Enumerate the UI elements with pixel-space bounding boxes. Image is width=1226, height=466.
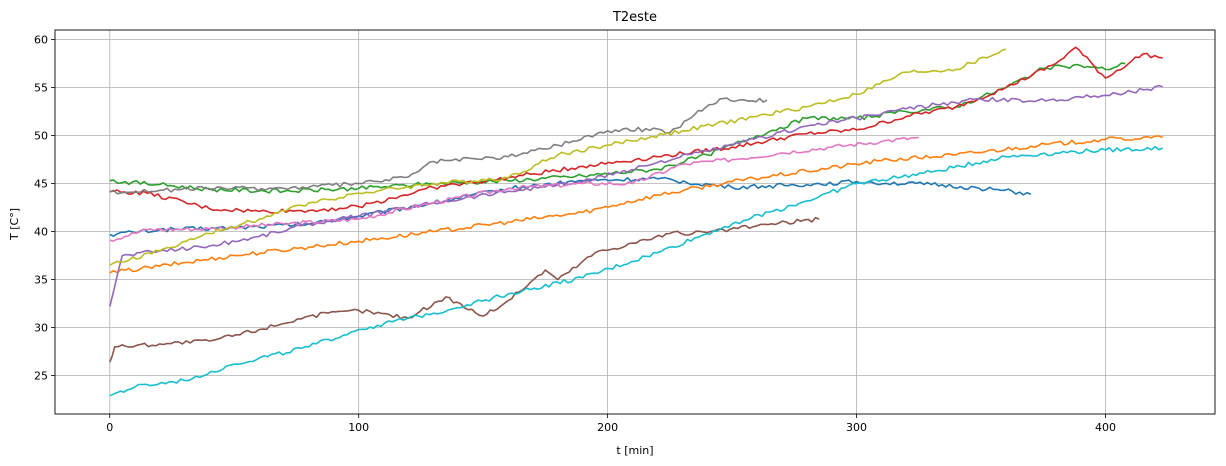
series-line-6 bbox=[109, 216, 820, 363]
x-tick-label: 200 bbox=[597, 421, 618, 434]
series-line-7 bbox=[109, 136, 919, 242]
chart-title: T2este bbox=[612, 10, 657, 25]
x-tick-label: 100 bbox=[348, 421, 369, 434]
x-axis-label: t [min] bbox=[616, 444, 653, 457]
series-group bbox=[109, 46, 1164, 397]
y-tick-label: 35 bbox=[34, 274, 48, 287]
x-tick-label: 0 bbox=[106, 421, 113, 434]
series-line-10 bbox=[109, 145, 1163, 397]
series-line-1 bbox=[109, 176, 1032, 237]
y-axis-label: T [C°] bbox=[8, 208, 21, 241]
plot-frame bbox=[54, 29, 1216, 415]
axis-ticks: 0 100 200 300 400 25 30 35 40 45 50 55 60 bbox=[34, 34, 1116, 434]
y-tick-label: 45 bbox=[34, 178, 48, 191]
y-tick-label: 25 bbox=[34, 370, 48, 383]
series-line-2 bbox=[109, 135, 1164, 274]
series-line-9 bbox=[109, 48, 1007, 266]
y-tick-label: 30 bbox=[34, 322, 48, 335]
y-tick-label: 55 bbox=[34, 82, 48, 95]
grid-lines bbox=[55, 30, 1215, 414]
y-tick-label: 50 bbox=[34, 130, 48, 143]
x-tick-label: 300 bbox=[846, 421, 867, 434]
y-tick-label: 40 bbox=[34, 226, 48, 239]
series-line-8 bbox=[109, 97, 768, 195]
x-tick-label: 400 bbox=[1095, 421, 1116, 434]
y-tick-label: 60 bbox=[34, 34, 48, 47]
series-line-5 bbox=[109, 84, 1163, 307]
